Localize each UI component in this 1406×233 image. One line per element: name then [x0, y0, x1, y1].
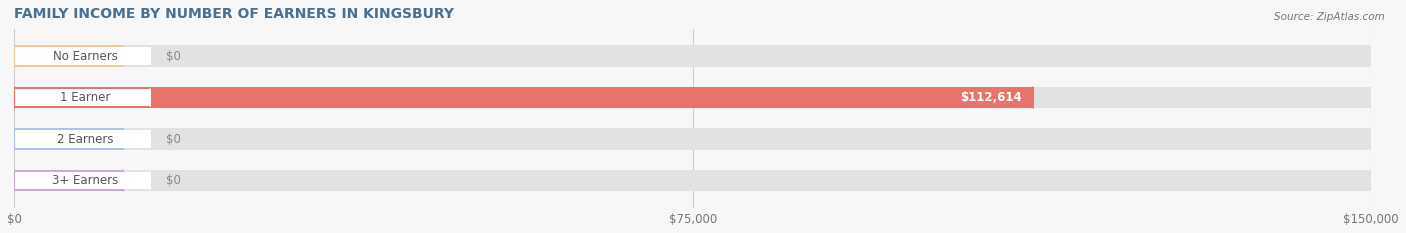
Text: No Earners: No Earners: [52, 50, 117, 62]
Bar: [14, 45, 1371, 67]
Bar: [14, 170, 122, 191]
Text: $0: $0: [166, 50, 181, 62]
Bar: [14, 170, 1371, 191]
Text: $112,614: $112,614: [960, 91, 1022, 104]
Bar: [14, 45, 122, 67]
Bar: [14, 87, 1371, 108]
Bar: [14, 89, 150, 106]
Bar: [14, 130, 150, 148]
Text: $0: $0: [166, 174, 181, 187]
Text: Source: ZipAtlas.com: Source: ZipAtlas.com: [1274, 12, 1385, 22]
Bar: [14, 172, 150, 189]
Bar: [14, 47, 150, 65]
Text: $0: $0: [166, 133, 181, 146]
Text: 2 Earners: 2 Earners: [56, 133, 114, 146]
Text: 3+ Earners: 3+ Earners: [52, 174, 118, 187]
Bar: [14, 128, 1371, 150]
Text: 1 Earner: 1 Earner: [59, 91, 110, 104]
Bar: [14, 128, 122, 150]
Bar: [14, 87, 1033, 108]
Text: FAMILY INCOME BY NUMBER OF EARNERS IN KINGSBURY: FAMILY INCOME BY NUMBER OF EARNERS IN KI…: [14, 7, 454, 21]
